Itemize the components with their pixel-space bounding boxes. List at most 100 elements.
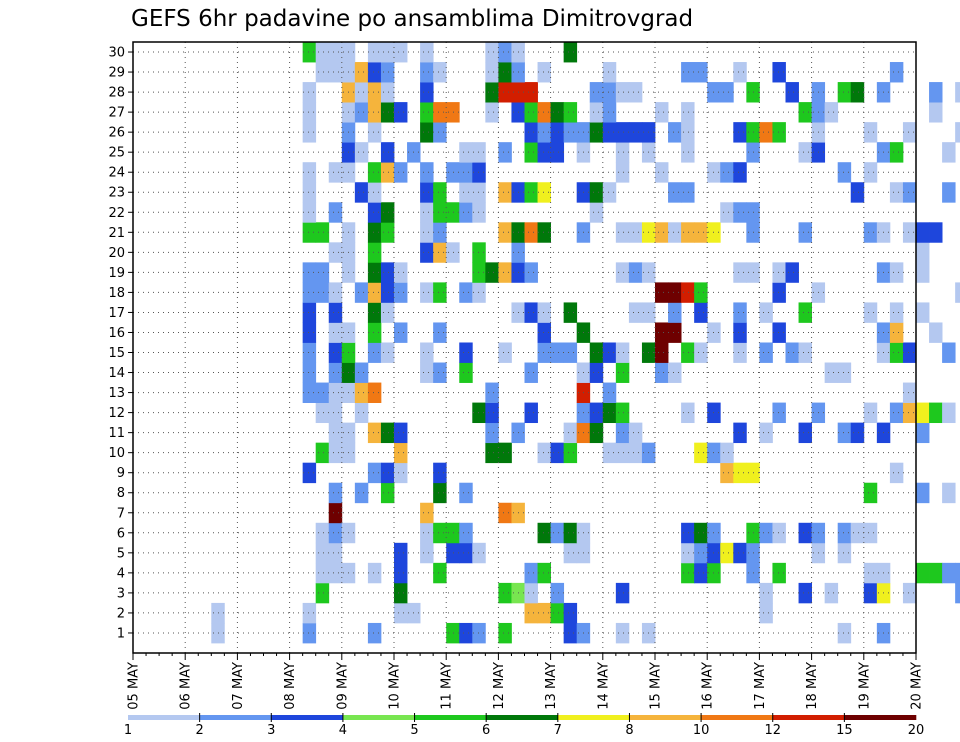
heatmap-cell (602, 382, 617, 403)
heatmap-cell (615, 442, 630, 464)
heatmap-cell (498, 182, 512, 203)
heatmap-cell (929, 322, 943, 343)
heatmap-cell (433, 62, 447, 83)
heatmap-cell (315, 222, 330, 243)
heatmap-cell (380, 302, 395, 323)
heatmap-cell (498, 442, 512, 464)
heatmap-cell (459, 282, 473, 303)
heatmap-cell (472, 282, 486, 303)
x-tick-label: 13 MAY (544, 662, 559, 710)
heatmap-cell (785, 82, 799, 103)
heatmap-cell (759, 602, 773, 624)
y-tick-label: 30 (108, 46, 125, 61)
heatmap-cell (420, 282, 434, 303)
heatmap-cell (459, 202, 473, 223)
heatmap-cell (485, 102, 499, 123)
grid-lines (133, 42, 916, 653)
heatmap-cell (394, 562, 408, 584)
heatmap-cell (420, 362, 434, 383)
heatmap-cell (563, 342, 578, 363)
y-tick-label: 13 (108, 386, 125, 401)
heatmap-cell (328, 482, 343, 504)
heatmap-cell (694, 442, 708, 464)
heatmap-cell (433, 482, 447, 504)
heatmap-cell (315, 262, 330, 283)
y-tick-label: 15 (108, 346, 125, 361)
x-tick-label: 11 MAY (440, 662, 455, 710)
x-tick-label: 15 MAY (649, 662, 664, 710)
heatmap-cell (889, 342, 904, 363)
heatmap-cell (302, 342, 317, 363)
heatmap-cell (615, 122, 630, 143)
heatmap-cell (446, 522, 460, 544)
heatmap-cell (863, 562, 878, 584)
heatmap-cell (459, 362, 473, 383)
heatmap-cell (850, 82, 865, 103)
heatmap-cell (863, 582, 878, 604)
heatmap-cell (589, 82, 604, 103)
heatmap-cell (302, 182, 317, 203)
heatmap-cell (394, 462, 408, 484)
heatmap-cell (837, 422, 852, 444)
heatmap-cell (367, 82, 382, 103)
heatmap-cell (889, 462, 904, 484)
heatmap-cell (929, 222, 943, 243)
heatmap-cell (354, 402, 369, 424)
heatmap-cell (433, 182, 447, 203)
heatmap-cell (472, 242, 486, 263)
heatmap-cell (589, 202, 604, 223)
heatmap-cell (733, 322, 747, 343)
heatmap-cell (380, 162, 395, 183)
colorbar-segment (844, 715, 917, 720)
heatmap-cell (302, 262, 317, 283)
heatmap-cell (681, 182, 695, 203)
colorbar-label: 6 (482, 723, 490, 738)
heatmap-cell (916, 422, 930, 444)
heatmap-cell (681, 402, 695, 424)
heatmap-cell (498, 622, 512, 644)
heatmap-cell (524, 102, 538, 123)
heatmap-cell (485, 422, 499, 444)
heatmap-cell (772, 562, 786, 584)
heatmap-cell (772, 262, 786, 283)
heatmap-cell (916, 262, 930, 283)
heatmap-cell (302, 122, 317, 143)
heatmap-cell (798, 302, 812, 323)
y-tick-label: 14 (108, 366, 125, 381)
heatmap-cell (733, 202, 747, 223)
heatmap-cell (785, 262, 799, 283)
colorbar: 1 2 3 4 5 6 7 8 10 12 15 20 (124, 713, 924, 738)
heatmap-cell (498, 262, 512, 283)
heatmap-cell (942, 342, 956, 363)
heatmap-cell (328, 202, 343, 223)
y-tick-label: 6 (117, 526, 125, 541)
heatmap-cell (720, 202, 734, 223)
heatmap-cell (681, 122, 695, 143)
heatmap-cell (459, 142, 473, 163)
heatmap-cell (837, 522, 852, 544)
heatmap-cell (628, 422, 643, 444)
heatmap-cell (380, 142, 395, 163)
heatmap-cell (328, 382, 343, 403)
heatmap-cell (733, 302, 747, 323)
heatmap-cell (354, 182, 369, 203)
heatmap-cell (498, 342, 512, 363)
y-tick-label: 4 (117, 566, 125, 581)
heatmap-cell (955, 562, 960, 584)
heatmap-cell (498, 502, 512, 524)
heatmap-cell (328, 362, 343, 383)
heatmap-cell (798, 222, 812, 243)
heatmap-cell (524, 362, 538, 383)
heatmap-cell (733, 422, 747, 444)
heatmap-cell (380, 102, 395, 123)
heatmap-cell (367, 282, 382, 303)
heatmap-cell (524, 602, 538, 624)
heatmap-cell (367, 462, 382, 484)
heatmap-cell (524, 182, 538, 203)
colorbar-segment (701, 715, 774, 720)
heatmap-cell (354, 482, 369, 504)
heatmap-cell (589, 362, 604, 383)
heatmap-cell (472, 202, 486, 223)
heatmap-cell (902, 182, 917, 203)
heatmap-cell (315, 582, 330, 604)
